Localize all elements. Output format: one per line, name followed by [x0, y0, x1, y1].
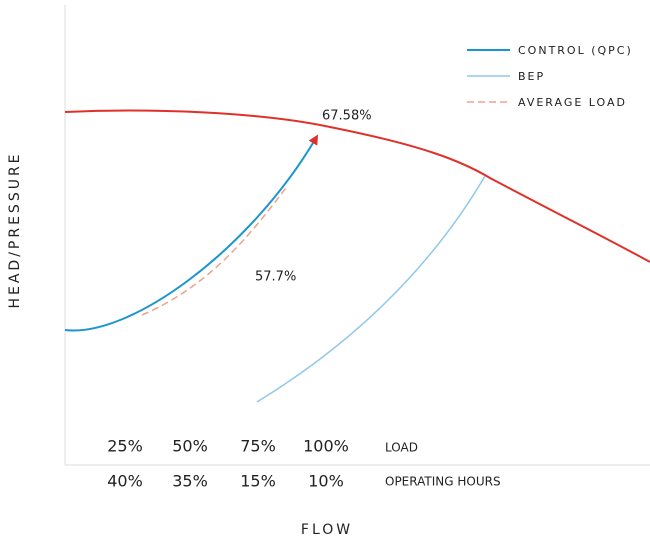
hours-label: OPERATING HOURS [385, 475, 501, 489]
load-value: 100% [303, 437, 349, 456]
annotation: 57.7% [255, 270, 296, 285]
hours-value: 35% [172, 472, 208, 491]
load-value: 25% [107, 437, 143, 456]
hours-value: 10% [308, 472, 344, 491]
hours-value: 15% [240, 472, 276, 491]
legend-label: CONTROL (QPC) [518, 44, 633, 57]
legend-label: AVERAGE LOAD [518, 96, 627, 109]
bep-curve [256, 175, 486, 403]
load-value: 50% [172, 437, 208, 456]
x-axis-label: FLOW [301, 522, 353, 538]
control-curve [64, 134, 319, 332]
load-value: 75% [240, 437, 276, 456]
average-load-curve [141, 184, 289, 316]
annotation: 67.58% [322, 109, 372, 124]
hours-value: 40% [107, 472, 143, 491]
legend-label: BEP [518, 70, 545, 83]
load-label: LOAD [385, 441, 418, 455]
y-axis-label: HEAD/PRESSURE [7, 151, 23, 308]
pump-curve [64, 109, 650, 263]
